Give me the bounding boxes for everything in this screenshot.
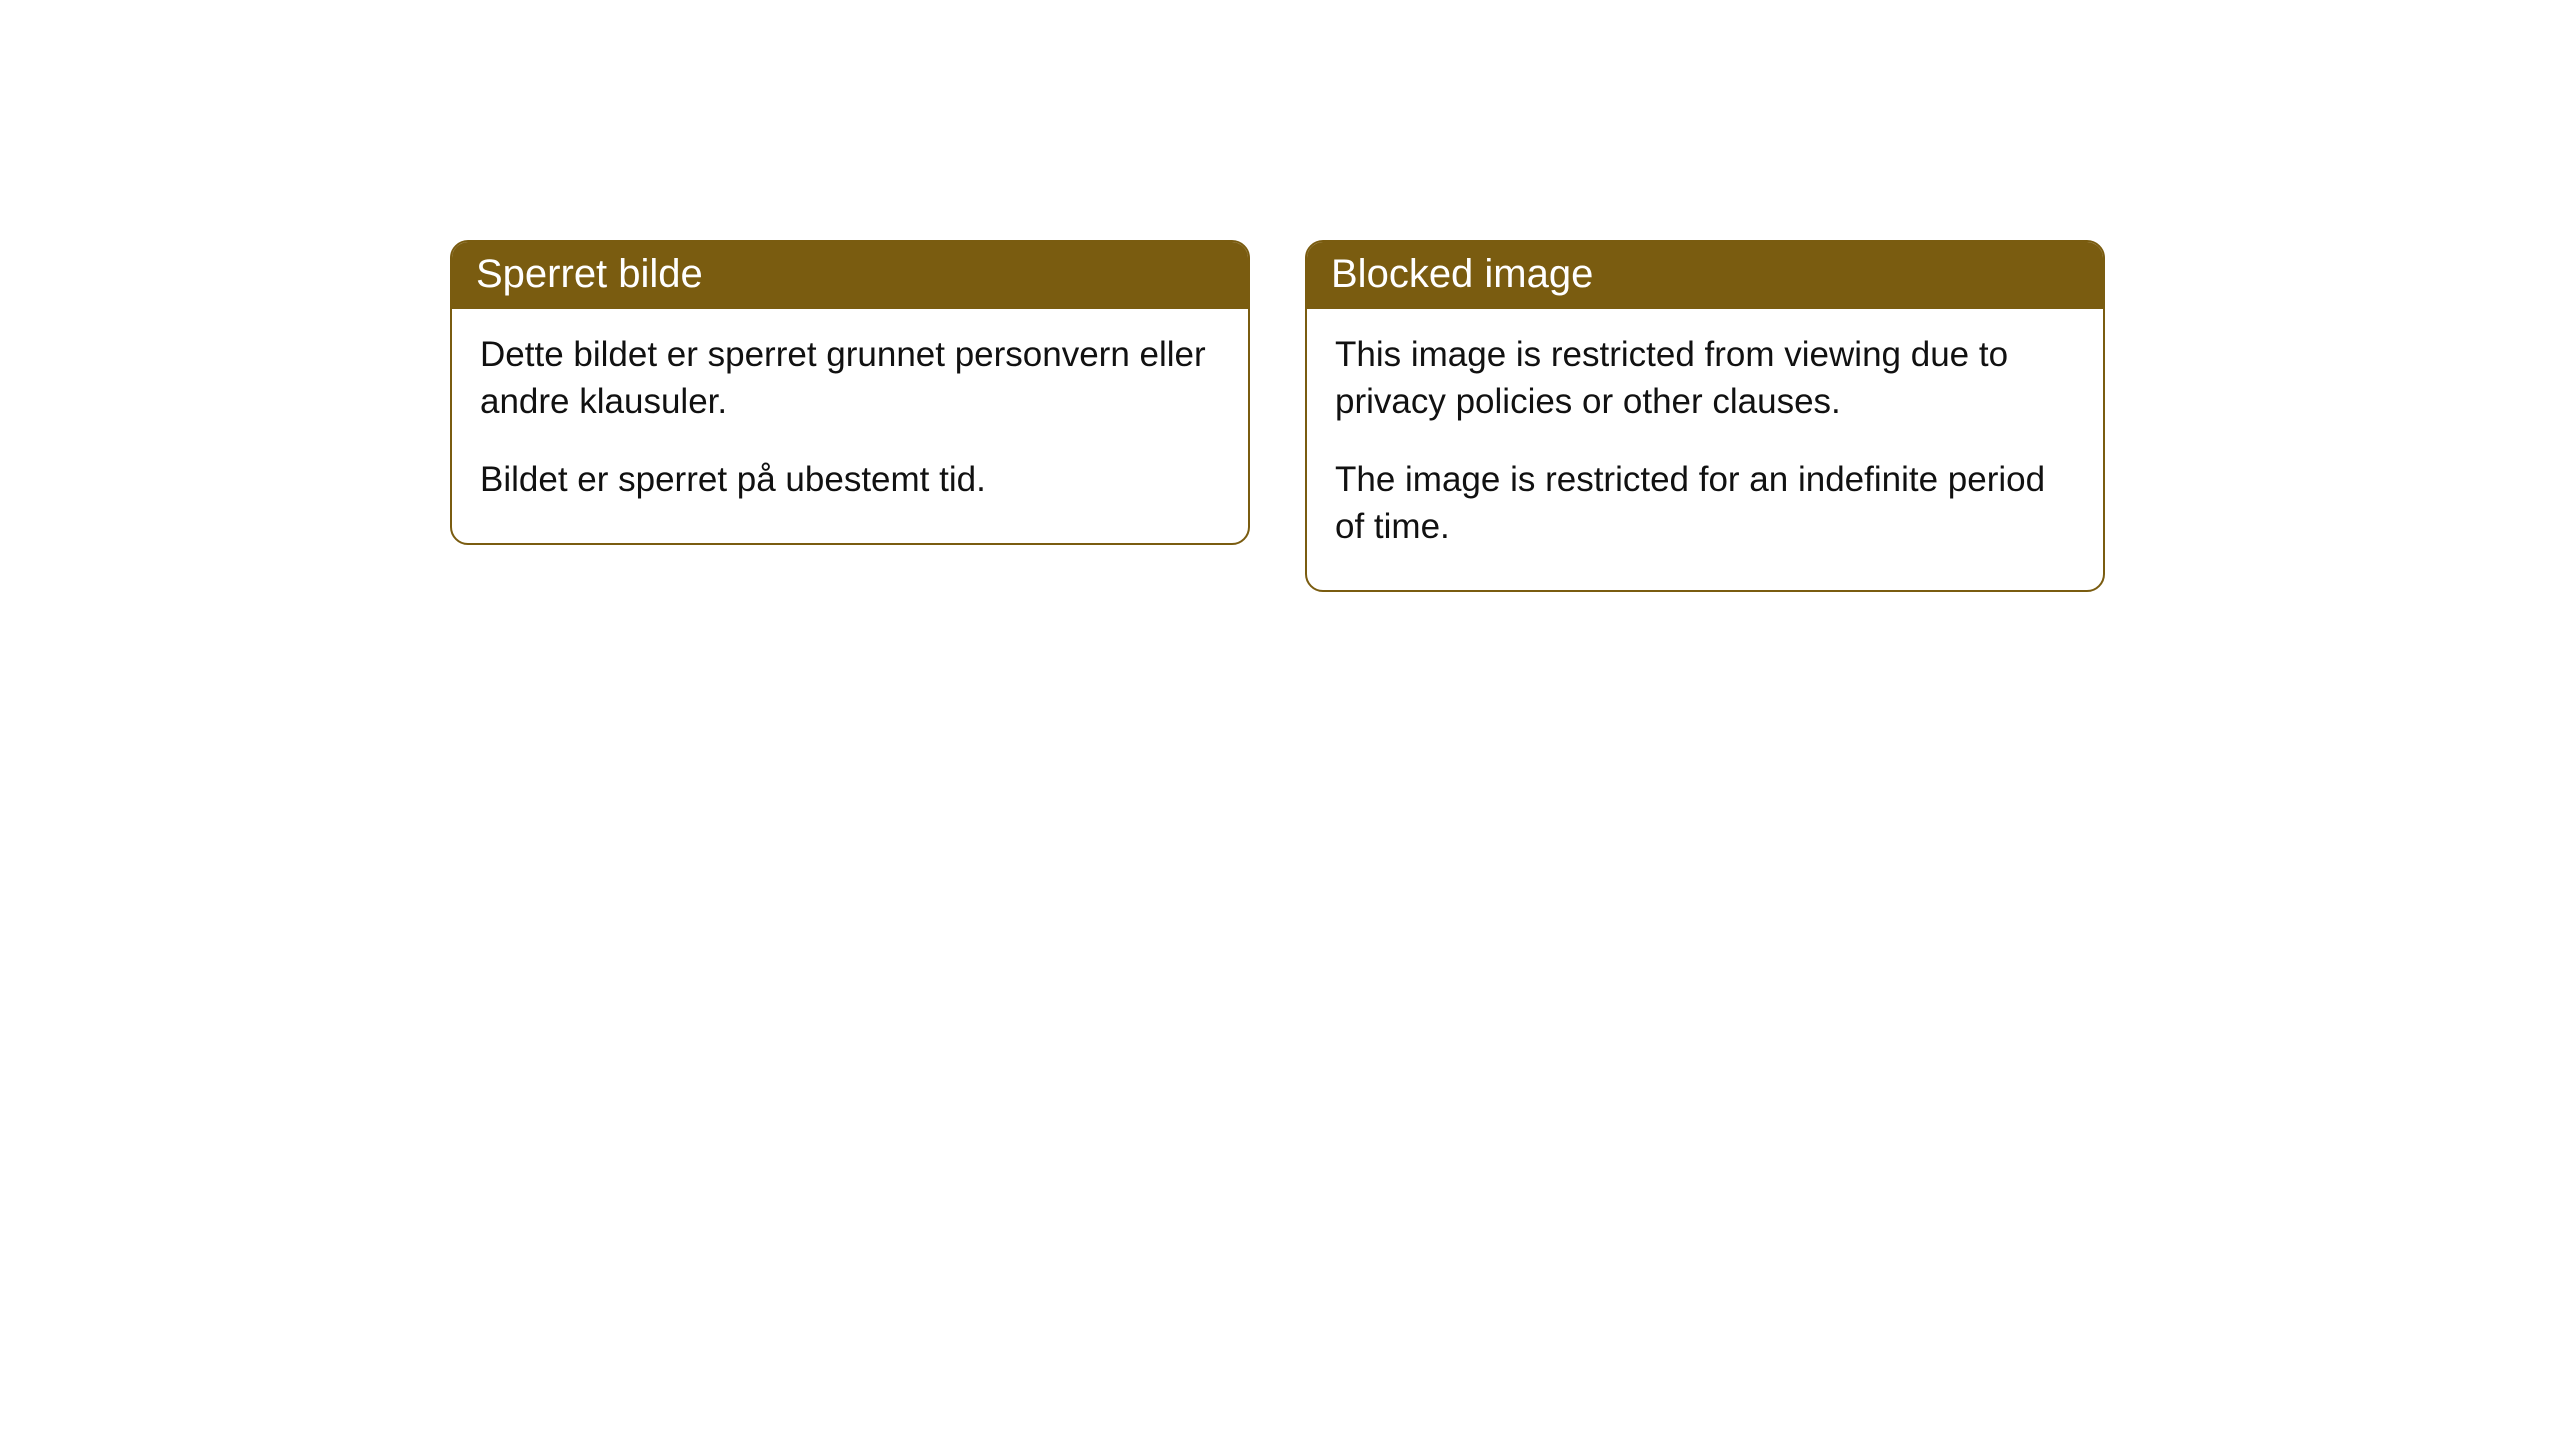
card-paragraph: Dette bildet er sperret grunnet personve… <box>480 331 1220 426</box>
blocked-image-card-no: Sperret bilde Dette bildet er sperret gr… <box>450 240 1250 545</box>
card-paragraph: Bildet er sperret på ubestemt tid. <box>480 456 1220 503</box>
card-header: Blocked image <box>1307 242 2103 309</box>
card-paragraph: This image is restricted from viewing du… <box>1335 331 2075 426</box>
card-body: Dette bildet er sperret grunnet personve… <box>452 309 1248 543</box>
blocked-image-card-en: Blocked image This image is restricted f… <box>1305 240 2105 592</box>
card-body: This image is restricted from viewing du… <box>1307 309 2103 590</box>
card-paragraph: The image is restricted for an indefinit… <box>1335 456 2075 551</box>
card-header: Sperret bilde <box>452 242 1248 309</box>
